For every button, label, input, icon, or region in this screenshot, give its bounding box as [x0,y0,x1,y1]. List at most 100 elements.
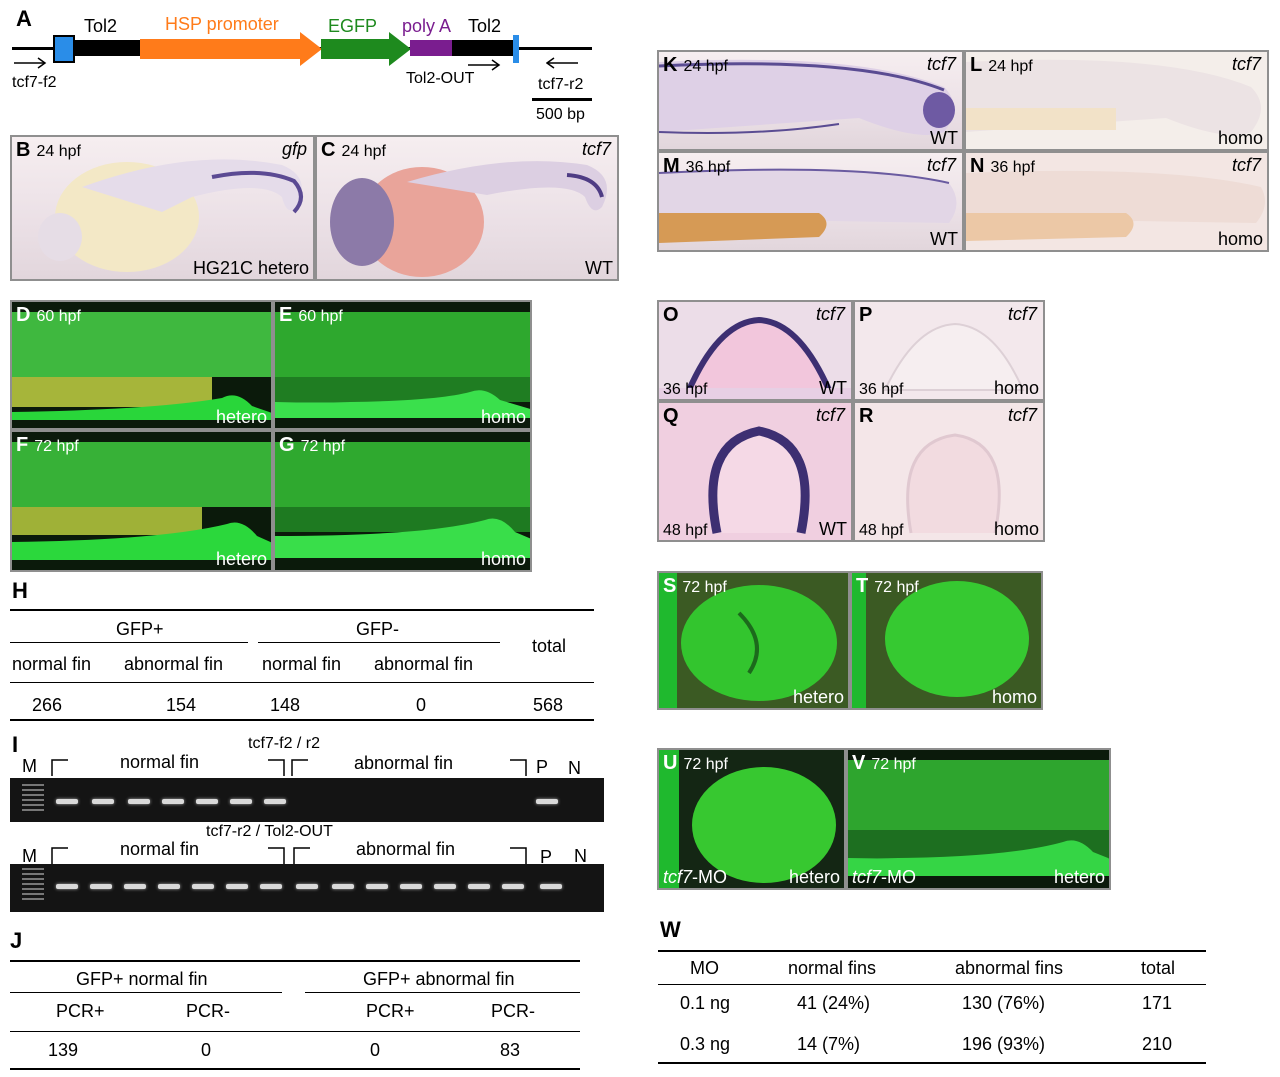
gene-label-m: tcf7 [926,155,956,175]
genotype-label-t: homo [991,687,1037,707]
gel-band [468,884,490,889]
fin-image [906,433,1001,534]
gel-band [90,884,112,889]
lane-marker: M [22,846,37,866]
gel-band [92,799,114,804]
lane-brackets [51,759,527,776]
lane-positive: P [540,847,553,867]
embryo-image [966,170,1265,241]
table-cell: 139 [48,1040,79,1060]
tol2-left-label: Tol2 [84,16,118,36]
lane-group-abnormal: abnormal fin [356,839,456,859]
gene-label-b: gfp [281,139,307,159]
table-cell: 0.3 ng [680,1034,731,1054]
genotype-label-q: WT [819,519,847,539]
hsp-label: HSP promoter [165,14,279,34]
group-rule [258,642,500,643]
image-panel-g: G 72 hpf homo [273,430,532,572]
image-panel-q: Q tcf7 48 hpf WT [657,401,853,542]
col-header: abnormal fins [955,958,1064,978]
image-panel-o: O tcf7 36 hpf WT [657,300,853,401]
gel-band [366,884,388,889]
table-rule [10,682,594,683]
fluorescence-image [659,750,836,888]
genotype-label-d: hetero [215,407,267,427]
tol2-right-label: Tol2 [468,16,502,36]
image-panel-l: L 24 hpf tcf7 homo [964,50,1269,151]
panel-label-f: F 72 hpf [16,434,79,456]
gel-band [230,799,252,804]
genotype-label-r: homo [993,519,1039,539]
fin-image [883,322,1025,391]
image-panel-p: P tcf7 36 hpf homo [853,300,1045,401]
col-header: PCR+ [366,1001,415,1021]
table-rule [10,1068,580,1070]
ladder [22,784,44,814]
image-panel-t: T 72 hpf homo [850,571,1043,710]
image-panel-c: C 24 hpf tcf7 WT [315,135,619,281]
gel-band [192,884,214,889]
panel-label-e: E 60 hpf [279,304,343,326]
polya-label: poly A [402,16,452,36]
panel-label-d: D 60 hpf [16,304,81,326]
panel-label-l: L 24 hpf [970,54,1033,76]
primer-reverse-arrow [546,57,578,69]
fluorescence-image [12,312,271,420]
stage-label-q: 48 hpf [663,522,708,539]
fluorescence-image [852,573,1029,708]
stage-label-r: 48 hpf [859,522,904,539]
gel-band [400,884,422,889]
panel-label-k: K 24 hpf [663,54,728,76]
tol2-right-end [513,35,519,63]
col-header: MO [690,958,719,978]
genotype-label-e: homo [480,407,526,427]
panel-label-p: P [859,304,873,326]
image-panel-s: S 72 hpf hetero [657,571,850,710]
panel-label-t: T 72 hpf [856,575,919,597]
image-panel-b: B 24 hpf gfp HG21C hetero [10,135,315,281]
embryo-image [659,168,957,243]
table-cell: 196 (93%) [962,1034,1046,1054]
table-cell: 154 [166,695,197,715]
gel-band [158,884,180,889]
table-cell: 148 [270,695,301,715]
table-cell: 210 [1142,1034,1173,1054]
panel-label-r: R [859,405,874,427]
group-rule [10,992,282,993]
table-rule [10,960,580,962]
gel-band [162,799,184,804]
gene-label-k: tcf7 [926,54,956,74]
panel-label-j: J [10,928,23,953]
embryo-image [38,159,303,272]
treatment-label-u: tcf7-MO [663,867,728,887]
gel-band [128,799,150,804]
fluorescence-image [275,312,530,418]
embryo-image [659,59,955,135]
col-header: PCR- [186,1001,230,1021]
table-rule [10,609,594,611]
panel-label-q: Q [663,405,679,427]
hsp-promoter-arrow [140,32,322,66]
genotype-label-u: hetero [788,867,840,887]
col-header: abnormal fin [124,654,224,674]
genotype-label-g: homo [480,549,526,569]
lane-marker: M [22,756,37,776]
primer-r2-label: tcf7-r2 [538,76,584,93]
gel-band [124,884,146,889]
genotype-label-m: WT [930,229,958,249]
embryo-image [966,59,1261,135]
table-rule [10,719,594,721]
tol2-left-segment [75,40,140,56]
col-header: total [1141,958,1176,978]
table-cell: 14 (7%) [797,1034,861,1054]
lane-positive: P [536,757,549,777]
primer-out-arrow [468,59,501,71]
gel-band [226,884,248,889]
group-rule [305,992,580,993]
table-rule [658,950,1206,952]
table-rule [658,984,1206,985]
scale-label: 500 bp [536,106,585,123]
gel-band [540,884,562,889]
lane-negative: N [574,846,587,866]
embryo-image [330,161,607,277]
